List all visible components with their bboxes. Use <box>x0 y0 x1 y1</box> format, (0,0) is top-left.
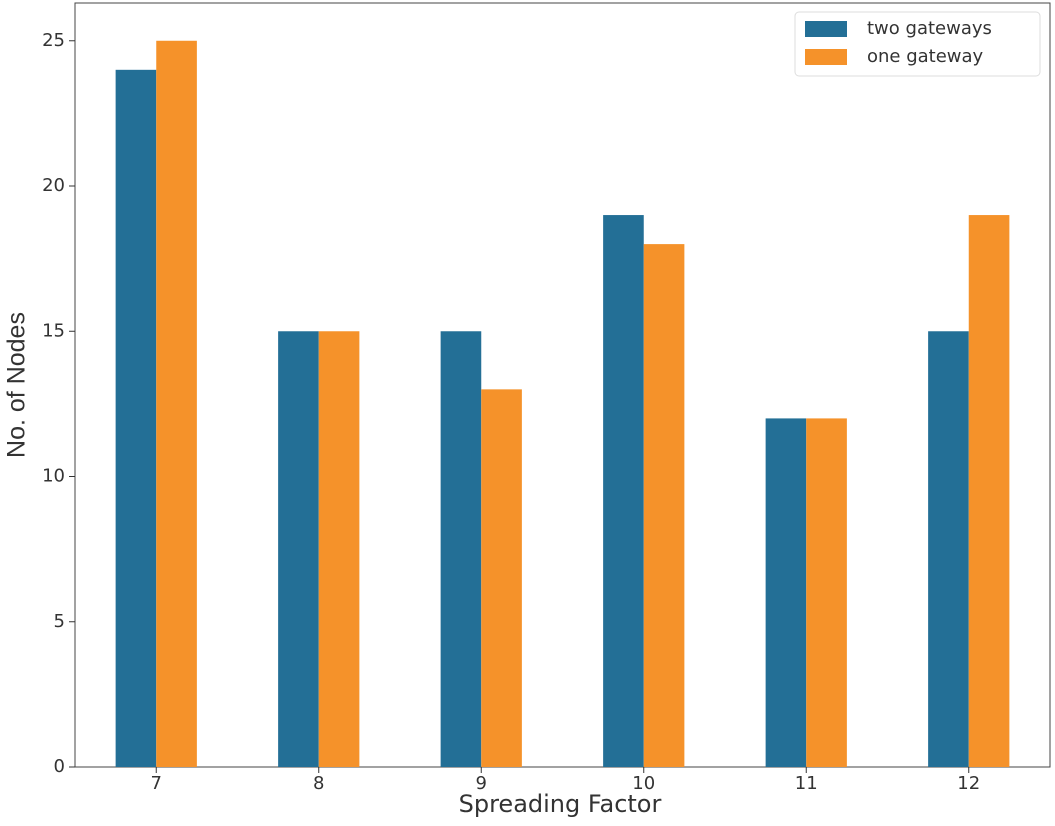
bar <box>928 331 969 767</box>
bar <box>968 215 1010 767</box>
y-tick-label: 15 <box>42 320 65 341</box>
bar <box>481 389 522 767</box>
bar <box>440 331 482 767</box>
x-tick-label: 7 <box>151 773 162 794</box>
y-tick-label: 25 <box>42 30 65 51</box>
y-tick-label: 0 <box>54 756 65 777</box>
y-tick-label: 5 <box>54 611 65 632</box>
bar <box>318 331 360 767</box>
bar <box>765 418 807 767</box>
legend-box <box>794 11 1041 77</box>
y-tick-label: 20 <box>42 175 65 196</box>
plot-frame <box>74 2 1051 768</box>
bar <box>643 244 685 768</box>
bar <box>278 331 319 767</box>
bar <box>806 418 847 767</box>
legend-label: two gateways <box>867 18 992 39</box>
x-tick-label: 10 <box>632 773 655 794</box>
bar <box>156 40 197 767</box>
legend-swatch <box>805 49 847 65</box>
x-tick-label: 11 <box>795 773 818 794</box>
y-tick-label: 10 <box>42 466 65 487</box>
x-tick-label: 9 <box>476 773 487 794</box>
legend-label: one gateway <box>867 46 984 67</box>
y-axis-label: No. of Nodes <box>3 312 31 458</box>
bar <box>115 69 157 767</box>
legend-swatch <box>805 21 847 37</box>
x-tick-label: 8 <box>313 773 324 794</box>
x-tick-label: 12 <box>957 773 980 794</box>
x-axis-label: Spreading Factor <box>459 790 662 818</box>
bar <box>603 215 644 767</box>
